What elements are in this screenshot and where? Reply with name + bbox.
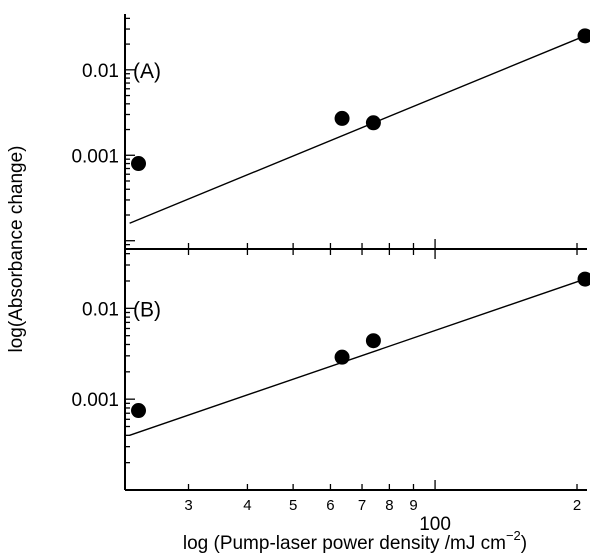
x-tick-label: 8 [385, 497, 393, 514]
panel-label: (A) [133, 60, 161, 83]
data-point [131, 403, 146, 418]
y-tick-label: 0.001 [71, 390, 119, 411]
x-tick-label: 5 [289, 497, 297, 514]
fit-line [130, 36, 585, 223]
data-point [335, 350, 350, 365]
panel-a: 0.001 0.01 (A) [71, 14, 590, 249]
chart-panels: 0.001 0.01 (A) 0.001 0.01 (B) 3 4 5 6 7 89100 2 [71, 14, 590, 535]
y-axis-title: log(Absorbance change) [6, 145, 27, 352]
x-tick-label: 6 [326, 497, 334, 514]
x-axis-title-text: log (Pump-laser power density /mJ cm [183, 533, 506, 554]
x-tick-label: 7 [358, 497, 366, 514]
data-point [366, 115, 381, 130]
panel-label: (B) [133, 298, 161, 321]
x-tick-label: 100 [419, 514, 451, 535]
data-point [131, 156, 146, 171]
y-tick-label: 0.001 [71, 146, 119, 167]
y-tick-label: 0.01 [82, 61, 119, 82]
x-tick-label: 9 [409, 497, 417, 514]
fit-line [130, 279, 585, 435]
data-point [366, 333, 381, 348]
x-axis-title-superscript: −2 [506, 528, 521, 543]
data-point [578, 272, 590, 287]
x-axis-title-close: ) [521, 533, 527, 554]
x-tick-label: 2 [573, 497, 581, 514]
y-tick-label: 0.01 [82, 299, 119, 320]
x-tick-label: 3 [184, 497, 192, 514]
data-point [335, 111, 350, 126]
x-tick-label: 4 [243, 497, 251, 514]
panel-b: 0.001 0.01 (B) [71, 249, 590, 490]
data-point [578, 28, 590, 43]
x-axis-title: log (Pump-laser power density /mJ cm−2) [183, 528, 527, 554]
